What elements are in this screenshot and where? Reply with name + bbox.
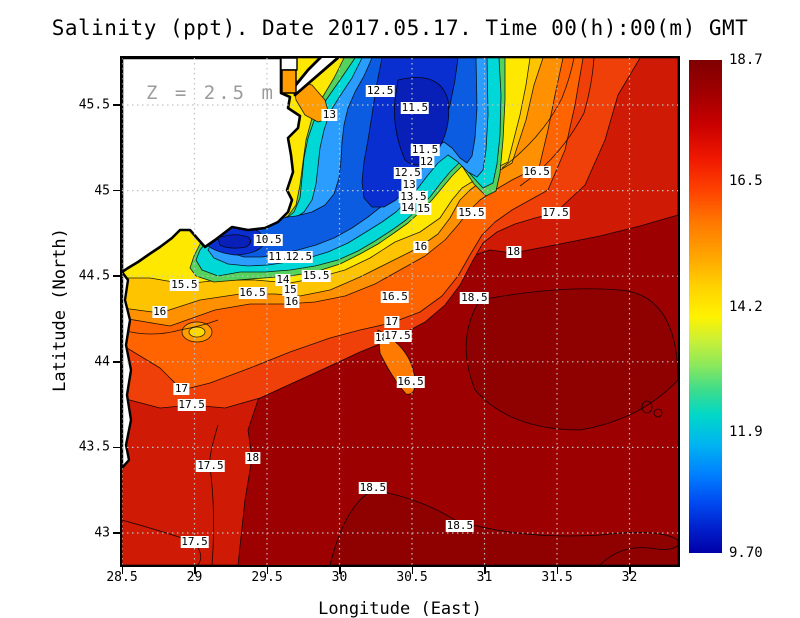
contour-label: 17 — [173, 382, 190, 396]
contour-label: 18 — [505, 245, 522, 259]
colorbar-tick-label: 18.7 — [729, 52, 763, 68]
contour-label: 18.5 — [358, 481, 388, 495]
contour-label: 17.5 — [196, 459, 225, 473]
y-tick-mark — [113, 275, 122, 277]
contour-label: 18.5 — [445, 519, 475, 533]
x-tick-label: 30.5 — [396, 570, 428, 585]
y-tick-label: 45 — [94, 183, 110, 199]
liman-channel — [280, 58, 298, 71]
contour-label: 16.5 — [380, 289, 409, 303]
y-axis-label: Latitude (North) — [50, 228, 70, 392]
contour-label: 18.5 — [460, 291, 489, 305]
y-tick-label: 44 — [94, 354, 110, 370]
contour-label: 17 — [384, 315, 400, 329]
contour-label: 12.5 — [365, 84, 395, 98]
x-tick-mark — [411, 565, 413, 574]
contour-label: 18 — [244, 450, 261, 464]
x-tick-mark — [556, 565, 558, 574]
colorbar-tick-label: 14.2 — [729, 298, 763, 315]
map-plot-area: Z = 2.5 m 12.5 11.5 13 11.5 12 12.5 13 13.5 14 15… — [120, 56, 680, 567]
contour-label: 13 — [401, 178, 417, 192]
x-tick-label: 31 — [476, 570, 493, 585]
x-tick-mark — [266, 565, 268, 574]
contour-label: 15 — [282, 282, 298, 296]
contour-label: 17.5 — [180, 534, 209, 548]
contour-label: 16.5 — [396, 375, 425, 389]
colorbar — [689, 60, 722, 553]
contour-label: 13 — [321, 108, 337, 122]
y-tick-mark — [113, 189, 122, 192]
x-tick-label: 32 — [621, 570, 638, 585]
y-tick-label: 45.5 — [78, 97, 110, 113]
colorbar-tick-label: 11.9 — [729, 424, 763, 441]
y-tick-label: 43 — [94, 525, 110, 541]
contour-label: 17.5 — [541, 205, 570, 219]
land-mass — [122, 58, 340, 470]
contour-label: 11.5 — [400, 101, 430, 115]
contour-label: 17.5 — [177, 397, 206, 411]
contour-label: 14 — [400, 200, 416, 214]
contour-label: 16 — [284, 294, 300, 308]
contour-label: 14 — [275, 272, 291, 286]
x-tick-mark — [121, 565, 123, 574]
contour-map — [122, 58, 678, 565]
liman-water — [281, 69, 297, 94]
contour-label: 15.5 — [302, 269, 331, 283]
contour-label: 16.5 — [238, 286, 267, 300]
x-tick-mark — [194, 565, 196, 574]
depth-annotation: Z = 2.5 m — [146, 82, 276, 104]
x-tick-label: 28.5 — [106, 570, 138, 585]
y-tick-mark — [113, 532, 122, 534]
contour-label: 16 — [152, 305, 168, 319]
contour-label: 12.5 — [284, 250, 314, 264]
x-tick-label: 29.5 — [251, 570, 283, 585]
contour-label: 16 — [413, 240, 429, 254]
contour-label: 12 — [418, 154, 435, 168]
y-tick-mark — [113, 104, 122, 106]
y-tick-mark — [113, 361, 122, 363]
x-axis-label: Longitude (East) — [318, 599, 482, 618]
contour-label: 13.5 — [399, 190, 428, 204]
colorbar-tick-label: 9.70 — [729, 545, 763, 561]
coastline-strip — [122, 270, 133, 470]
x-tick-label: 29 — [186, 570, 203, 585]
x-tick-mark — [484, 565, 486, 574]
contour-label: 15.5 — [170, 277, 199, 291]
contour-label: 15 — [415, 202, 432, 216]
x-tick-mark — [339, 565, 341, 574]
contour-label: 11.5 — [410, 142, 440, 156]
y-tick-mark — [113, 446, 122, 449]
y-tick-label: 44.5 — [78, 268, 110, 284]
x-tick-mark — [629, 565, 631, 574]
x-tick-label: 31.5 — [541, 570, 573, 585]
contour-label: 16.5 — [522, 164, 551, 178]
coastline — [122, 58, 302, 274]
plot-title: Salinity (ppt). Date 2017.05.17. Time 00… — [51, 16, 749, 40]
contour-label: 12.5 — [393, 166, 422, 180]
x-tick-label: 30 — [331, 570, 348, 585]
colorbar-tick-label: 16.5 — [729, 172, 763, 189]
y-tick-label: 43.5 — [78, 439, 110, 455]
contour-label: 15.5 — [457, 205, 486, 219]
contour-label: 17.5 — [383, 329, 412, 343]
contour-label: 10.5 — [254, 233, 283, 247]
